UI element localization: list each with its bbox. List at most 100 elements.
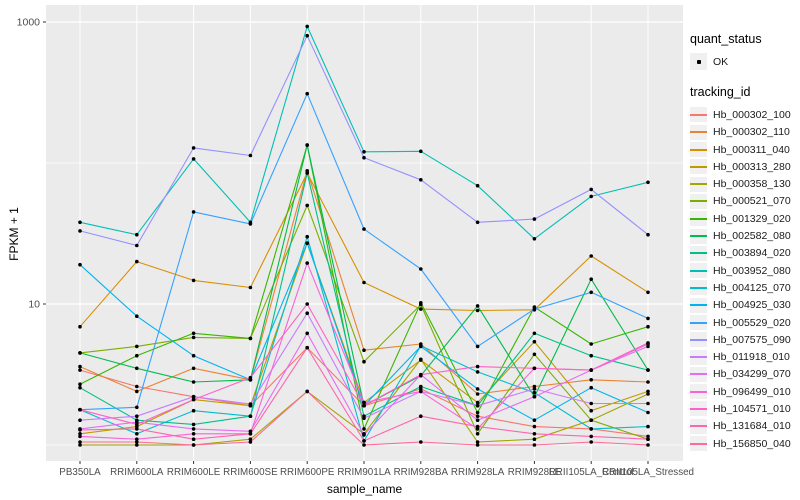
data-point [532, 387, 537, 391]
legend-item-Hb_104571_010[interactable]: Hb_104571_010 [690, 400, 800, 417]
series-color-line-icon [690, 183, 707, 186]
legend-item-Hb_131684_010[interactable]: Hb_131684_010 [690, 418, 800, 435]
data-point [305, 171, 310, 175]
data-point [589, 418, 593, 423]
data-point [135, 344, 139, 349]
data-point [589, 194, 593, 199]
data-point [532, 394, 537, 399]
legend-item-label: Hb_000521_070 [713, 195, 791, 208]
legend: quant_status OK tracking_id Hb_000302_10… [690, 32, 800, 452]
series-color-line-icon [690, 356, 707, 359]
legend-key-swatch [690, 366, 707, 382]
legend-item-Hb_002582_080[interactable]: Hb_002582_080 [690, 227, 800, 244]
legend-item-Hb_001329_020[interactable]: Hb_001329_020 [690, 210, 800, 227]
data-point [248, 222, 253, 226]
data-point [532, 443, 537, 447]
legend-item-label: Hb_011918_010 [713, 351, 790, 364]
data-point [305, 261, 310, 265]
data-point [419, 414, 423, 419]
data-point [191, 443, 196, 447]
legend-item-Hb_000358_130[interactable]: Hb_000358_130 [690, 175, 800, 192]
legend-item-Hb_000311_040[interactable]: Hb_000311_040 [690, 141, 800, 158]
data-point [646, 410, 650, 415]
data-point [532, 217, 537, 221]
legend-item-label: Hb_104571_010 [713, 402, 791, 415]
data-point [475, 364, 480, 369]
data-point [589, 187, 593, 192]
data-point [646, 232, 650, 237]
data-point [362, 227, 366, 231]
data-point [475, 183, 480, 188]
data-point [419, 307, 423, 311]
data-point [362, 280, 366, 285]
legend-item-Hb_000521_070[interactable]: Hb_000521_070 [690, 193, 800, 210]
data-point [475, 370, 480, 374]
data-point [248, 414, 253, 419]
x-tick-label: RRIM928BA [394, 467, 449, 478]
legend-item-label: Hb_156850_040 [713, 437, 791, 450]
data-point [191, 331, 196, 336]
legend-item-ok[interactable]: OK [690, 53, 800, 71]
series-color-line-icon [690, 217, 707, 220]
data-point [532, 339, 537, 344]
data-point [589, 368, 593, 372]
series-color-line-icon [690, 338, 707, 341]
legend-item-Hb_005529_020[interactable]: Hb_005529_020 [690, 314, 800, 331]
data-point [78, 440, 82, 444]
data-point [135, 243, 139, 248]
legend-item-Hb_156850_040[interactable]: Hb_156850_040 [690, 435, 800, 452]
data-point [305, 143, 310, 147]
legend-key-swatch [690, 211, 707, 227]
data-point [305, 241, 310, 245]
data-point [78, 434, 82, 439]
data-point [135, 232, 139, 237]
legend-item-Hb_034299_070[interactable]: Hb_034299_070 [690, 366, 800, 383]
data-point [589, 353, 593, 358]
data-point [248, 402, 253, 406]
data-point [589, 385, 593, 390]
data-point [248, 285, 253, 290]
data-point [78, 364, 82, 369]
x-tick-label: RRIM600LE [167, 467, 221, 478]
legend-item-Hb_000302_110[interactable]: Hb_000302_110 [690, 124, 800, 141]
data-point [532, 437, 537, 442]
legend-item-label: Hb_005529_020 [713, 316, 791, 329]
data-point [419, 384, 423, 389]
series-color-line-icon [690, 235, 707, 238]
series-color-line-icon [690, 148, 707, 151]
legend-item-Hb_003952_080[interactable]: Hb_003952_080 [690, 262, 800, 279]
data-point [305, 389, 310, 394]
data-point [532, 366, 537, 371]
legend-item-Hb_000302_100[interactable]: Hb_000302_100 [690, 106, 800, 123]
data-point [248, 432, 253, 436]
data-point [78, 418, 82, 423]
data-point [305, 234, 310, 239]
legend-item-Hb_096499_010[interactable]: Hb_096499_010 [690, 383, 800, 400]
legend-item-Hb_000313_280[interactable]: Hb_000313_280 [690, 158, 800, 175]
legend-key-swatch [690, 228, 707, 244]
series-color-line-icon [690, 425, 707, 428]
legend-item-Hb_011918_010[interactable]: Hb_011918_010 [690, 348, 800, 365]
data-point [305, 331, 310, 336]
legend-key-swatch [690, 193, 707, 209]
data-point [191, 422, 196, 427]
data-point [589, 408, 593, 413]
x-tick-label: RRIM901LA [337, 467, 391, 478]
legend-item-Hb_007575_090[interactable]: Hb_007575_090 [690, 331, 800, 348]
legend-item-Hb_004925_030[interactable]: Hb_004925_030 [690, 297, 800, 314]
data-point [248, 429, 253, 434]
x-tick-label: RRIM928LA [451, 467, 505, 478]
data-point [305, 203, 310, 208]
data-point [475, 414, 480, 419]
data-point [532, 307, 537, 311]
legend-item-Hb_004125_070[interactable]: Hb_004125_070 [690, 279, 800, 296]
data-point [419, 267, 423, 271]
legend-key-swatch [690, 436, 707, 452]
legend-item-label: Hb_002582_080 [713, 230, 791, 243]
legend-key-swatch [690, 159, 707, 175]
data-point [362, 433, 366, 437]
data-point [78, 262, 82, 267]
data-point [191, 427, 196, 431]
legend-item-Hb_003894_020[interactable]: Hb_003894_020 [690, 245, 800, 262]
